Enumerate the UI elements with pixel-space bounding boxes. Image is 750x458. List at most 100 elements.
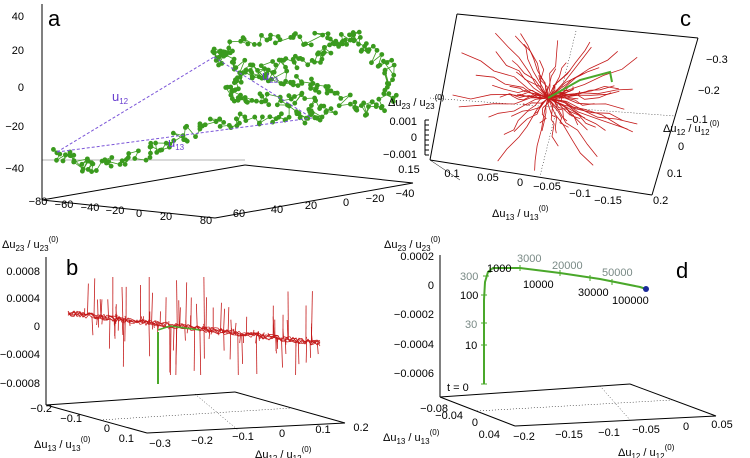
tick-label: −0.1 [60,413,82,425]
tick-label: 60 [233,208,245,220]
tick-label: 20 [305,200,317,212]
tick-label: −0.1 [232,431,254,443]
tick-label: 0 [279,428,285,440]
tick-label: 0.05 [711,419,732,431]
tick-label: −0.15 [555,429,583,441]
panel-b-depth-ticks: −0.2 −0.1 0 0.1 [30,403,134,445]
panel-b-y-ticks: 0.0008 0.0004 0 −0.0004 −0.0008 [0,266,40,390]
time-label: 100000 [612,295,649,307]
tick-label: −0.0006 [394,368,434,380]
time-label: 100 [460,290,478,302]
tick-label: 0 [472,417,478,429]
tick-label: 0 [343,197,349,209]
tick-label: −20 [5,121,24,133]
tick-label: −0.0004 [0,349,40,361]
tick-label: −0.15 [594,195,622,207]
tick-label: 0.05 [477,172,498,184]
panel-d-x-ticks: −0.2 −0.15 −0.1 −0.05 0 0.05 [513,419,733,443]
tick-label: 0.1 [119,433,134,445]
mean-trajectory [483,267,647,384]
panel-a-side-ticks: 60 40 20 0 −20 −40 [233,188,414,220]
time-labels: t = 0 10 30 100 300 1000 3000 10000 2000… [447,253,649,394]
label-u13: u13 [168,135,185,152]
vector-u13 [56,117,313,153]
tick-label: −0.0008 [0,378,40,390]
panel-c-y-title: Δu23 / u23(0) [388,93,445,111]
tick-label: −60 [55,199,74,211]
tick-label: 40 [271,204,283,216]
time-label: 30000 [578,287,609,299]
panel-c-front-ticks: 0.15 0.1 0.05 0 −0.05 −0.1 −0.15 [398,164,622,207]
tick-label: 0 [136,208,142,220]
panel-c-x-title: Δu13 / u13(0) [492,204,549,222]
tick-label: 0 [428,280,434,292]
panel-b-letter: b [66,255,78,280]
panel-c-side-title: Δu12 / u12(0) [663,119,720,137]
panel-d-axes [439,255,717,427]
tick-label: 0 [683,421,689,433]
tick-label: −0.001 [383,149,417,161]
tick-label: 0 [18,82,24,94]
label-u12: u12 [112,89,129,106]
tick-label: 0.0008 [6,266,40,278]
tick-label: 0.1 [315,424,330,436]
tick-label: 0.04 [479,429,500,441]
panel-d-y-ticks: 0.0002 0 −0.0002 −0.0004 −0.0006 [394,251,434,380]
tick-label: −0.1 [598,427,620,439]
end-to-end-vectors [56,56,313,153]
tick-label: 0.2 [653,195,668,207]
vector-u12 [56,56,215,153]
tick-label: 20 [160,211,172,223]
tick-label: 0 [34,321,40,333]
panel-b-x-title: Δu12 / u12(0) [255,445,312,458]
tick-label: 0 [411,132,417,144]
tick-label: 0.1 [667,168,682,180]
panel-d-depth-ticks: −0.08 −0.04 0 0.04 [420,403,500,441]
panel-b-x-ticks: −0.3 −0.2 −0.1 0 0.1 0.2 [149,422,369,450]
tick-label: 0.001 [389,116,417,128]
panel-b-axes [45,257,346,434]
panel-b-y-title: Δu23 / u23(0) [2,235,59,253]
polymer-chain [51,29,399,174]
tick-label: 0 [678,141,684,153]
time-label: t = 0 [447,382,469,394]
tick-label: −40 [5,163,24,175]
tick-label: −0.2 [191,435,213,447]
tick-label: 0.15 [398,164,419,176]
tick-label: −0.1 [686,114,708,126]
panel-c: c Δu23 / u23(0) 0.001 0 −0.001 0.15 0 [383,6,728,222]
panel-d: d Δu23 / u23(0) 0.0002 0 −0.0002 −0.0004… [383,235,733,458]
tick-label: 80 [200,215,212,227]
tick-label: 0.0004 [6,293,40,305]
tick-label: 0 [517,177,523,189]
tick-label: −0.2 [698,85,720,97]
time-label: 3000 [517,253,541,265]
tick-label: 0 [104,423,110,435]
panel-c-side-ticks: −0.3 −0.2 −0.1 0 0.1 0.2 [653,54,728,207]
panel-d-depth-title: Δu13 / u13(0) [383,428,440,446]
tick-label: 0.2 [353,422,368,434]
panel-a-front-ticks: −80 −60 −40 −20 0 20 80 [29,196,212,227]
panel-c-letter: c [680,6,691,31]
tick-label: −0.08 [420,403,448,415]
tick-label: 0.0002 [400,251,434,263]
panel-b: b Δu23 / u23(0) 0.0008 0.0004 0 −0.0004 … [0,235,369,458]
panel-d-x-title: Δu12 / u12(0) [618,443,675,458]
tick-label: −20 [106,205,125,217]
time-label: 30 [465,319,477,331]
tick-label: −0.2 [513,431,535,443]
label-u23: u23 [262,68,279,85]
panel-d-y-title: Δu23 / u23(0) [384,235,441,253]
trajectory-burst [452,32,638,171]
panel-c-axes [424,13,699,196]
endpoint-marker [643,286,649,292]
tick-label: 20 [12,45,24,57]
tick-label: −40 [396,188,415,200]
tick-label: −0.1 [569,188,591,200]
tick-label: −20 [366,193,385,205]
vector-u23 [213,56,313,119]
tick-label: 40 [12,11,24,23]
time-label: 20000 [552,260,583,272]
time-label: 1000 [487,263,511,275]
